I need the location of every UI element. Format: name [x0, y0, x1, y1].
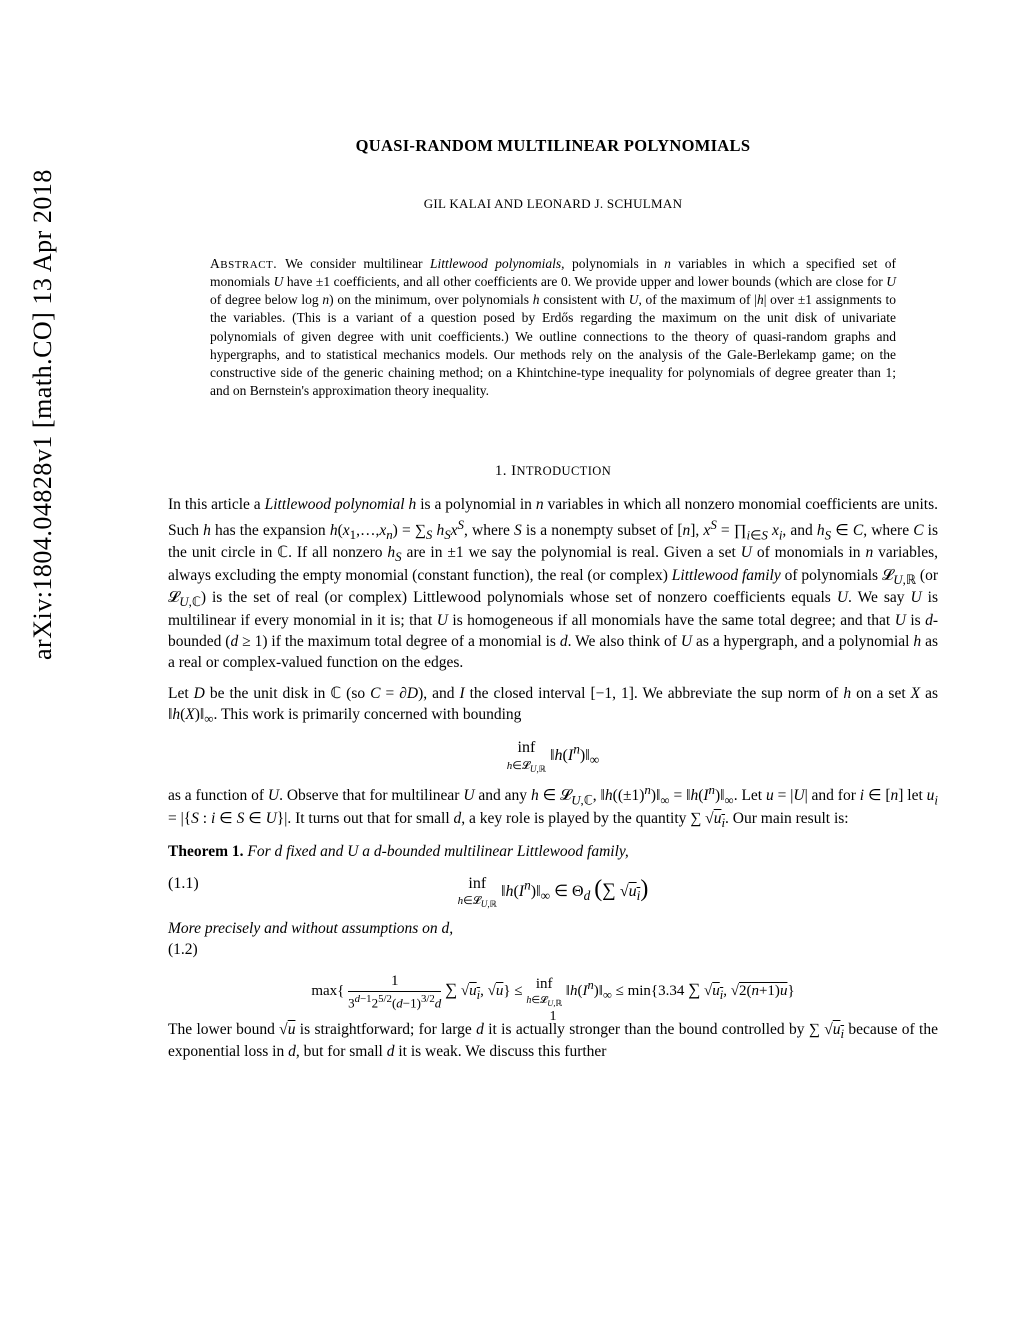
body-paragraph-1: In this article a Littlewood polynomial … — [168, 495, 938, 674]
equation-1-1: (1.1) inf h∈𝓛U,ℝ ‖h(In)‖∞ ∈ Θd (∑ √ui) — [168, 873, 938, 911]
abstract: ABSTRACT. We consider multilinear Little… — [210, 255, 896, 401]
theorem-1: Theorem 1. For d fixed and U a d-bounded… — [168, 842, 938, 863]
abstract-label: ABSTRACT. — [210, 256, 285, 271]
body-paragraph-4: More precisely and without assumptions o… — [168, 919, 938, 961]
theorem-label: Theorem 1. — [168, 843, 243, 860]
paper-content: QUASI-RANDOM MULTILINEAR POLYNOMIALS GIL… — [168, 135, 938, 1073]
arxiv-watermark: arXiv:1804.04828v1 [math.CO] 13 Apr 2018 — [28, 169, 58, 660]
abstract-text: We consider multilinear Littlewood polyn… — [210, 256, 896, 399]
body-paragraph-3: as a function of U. Observe that for mul… — [168, 781, 938, 831]
body-paragraph-2: Let D be the unit disk in ℂ (so C = ∂D),… — [168, 684, 938, 727]
page-number: 1 — [168, 1008, 938, 1027]
paper-title: QUASI-RANDOM MULTILINEAR POLYNOMIALS — [168, 135, 938, 157]
section-number: 1. — [495, 463, 507, 479]
theorem-precisely: More precisely and without assumptions o… — [168, 920, 453, 937]
display-equation-central: inf h∈𝓛U,ℝ ‖h(In)‖∞ — [168, 737, 938, 775]
section-heading: 1. INTRODUCTION — [168, 461, 938, 481]
theorem-statement: For d fixed and U a d-bounded multilinea… — [247, 843, 628, 860]
equation-label-1-1: (1.1) — [168, 873, 199, 895]
equation-1-2: max{ 1 3d−125/2(d−1)3/2d ∑ √ui, √u} ≤ in… — [168, 971, 938, 1012]
paper-authors: GIL KALAI AND LEONARD J. SCHULMAN — [168, 195, 938, 213]
equation-label-1-2: (1.2) — [168, 941, 198, 958]
